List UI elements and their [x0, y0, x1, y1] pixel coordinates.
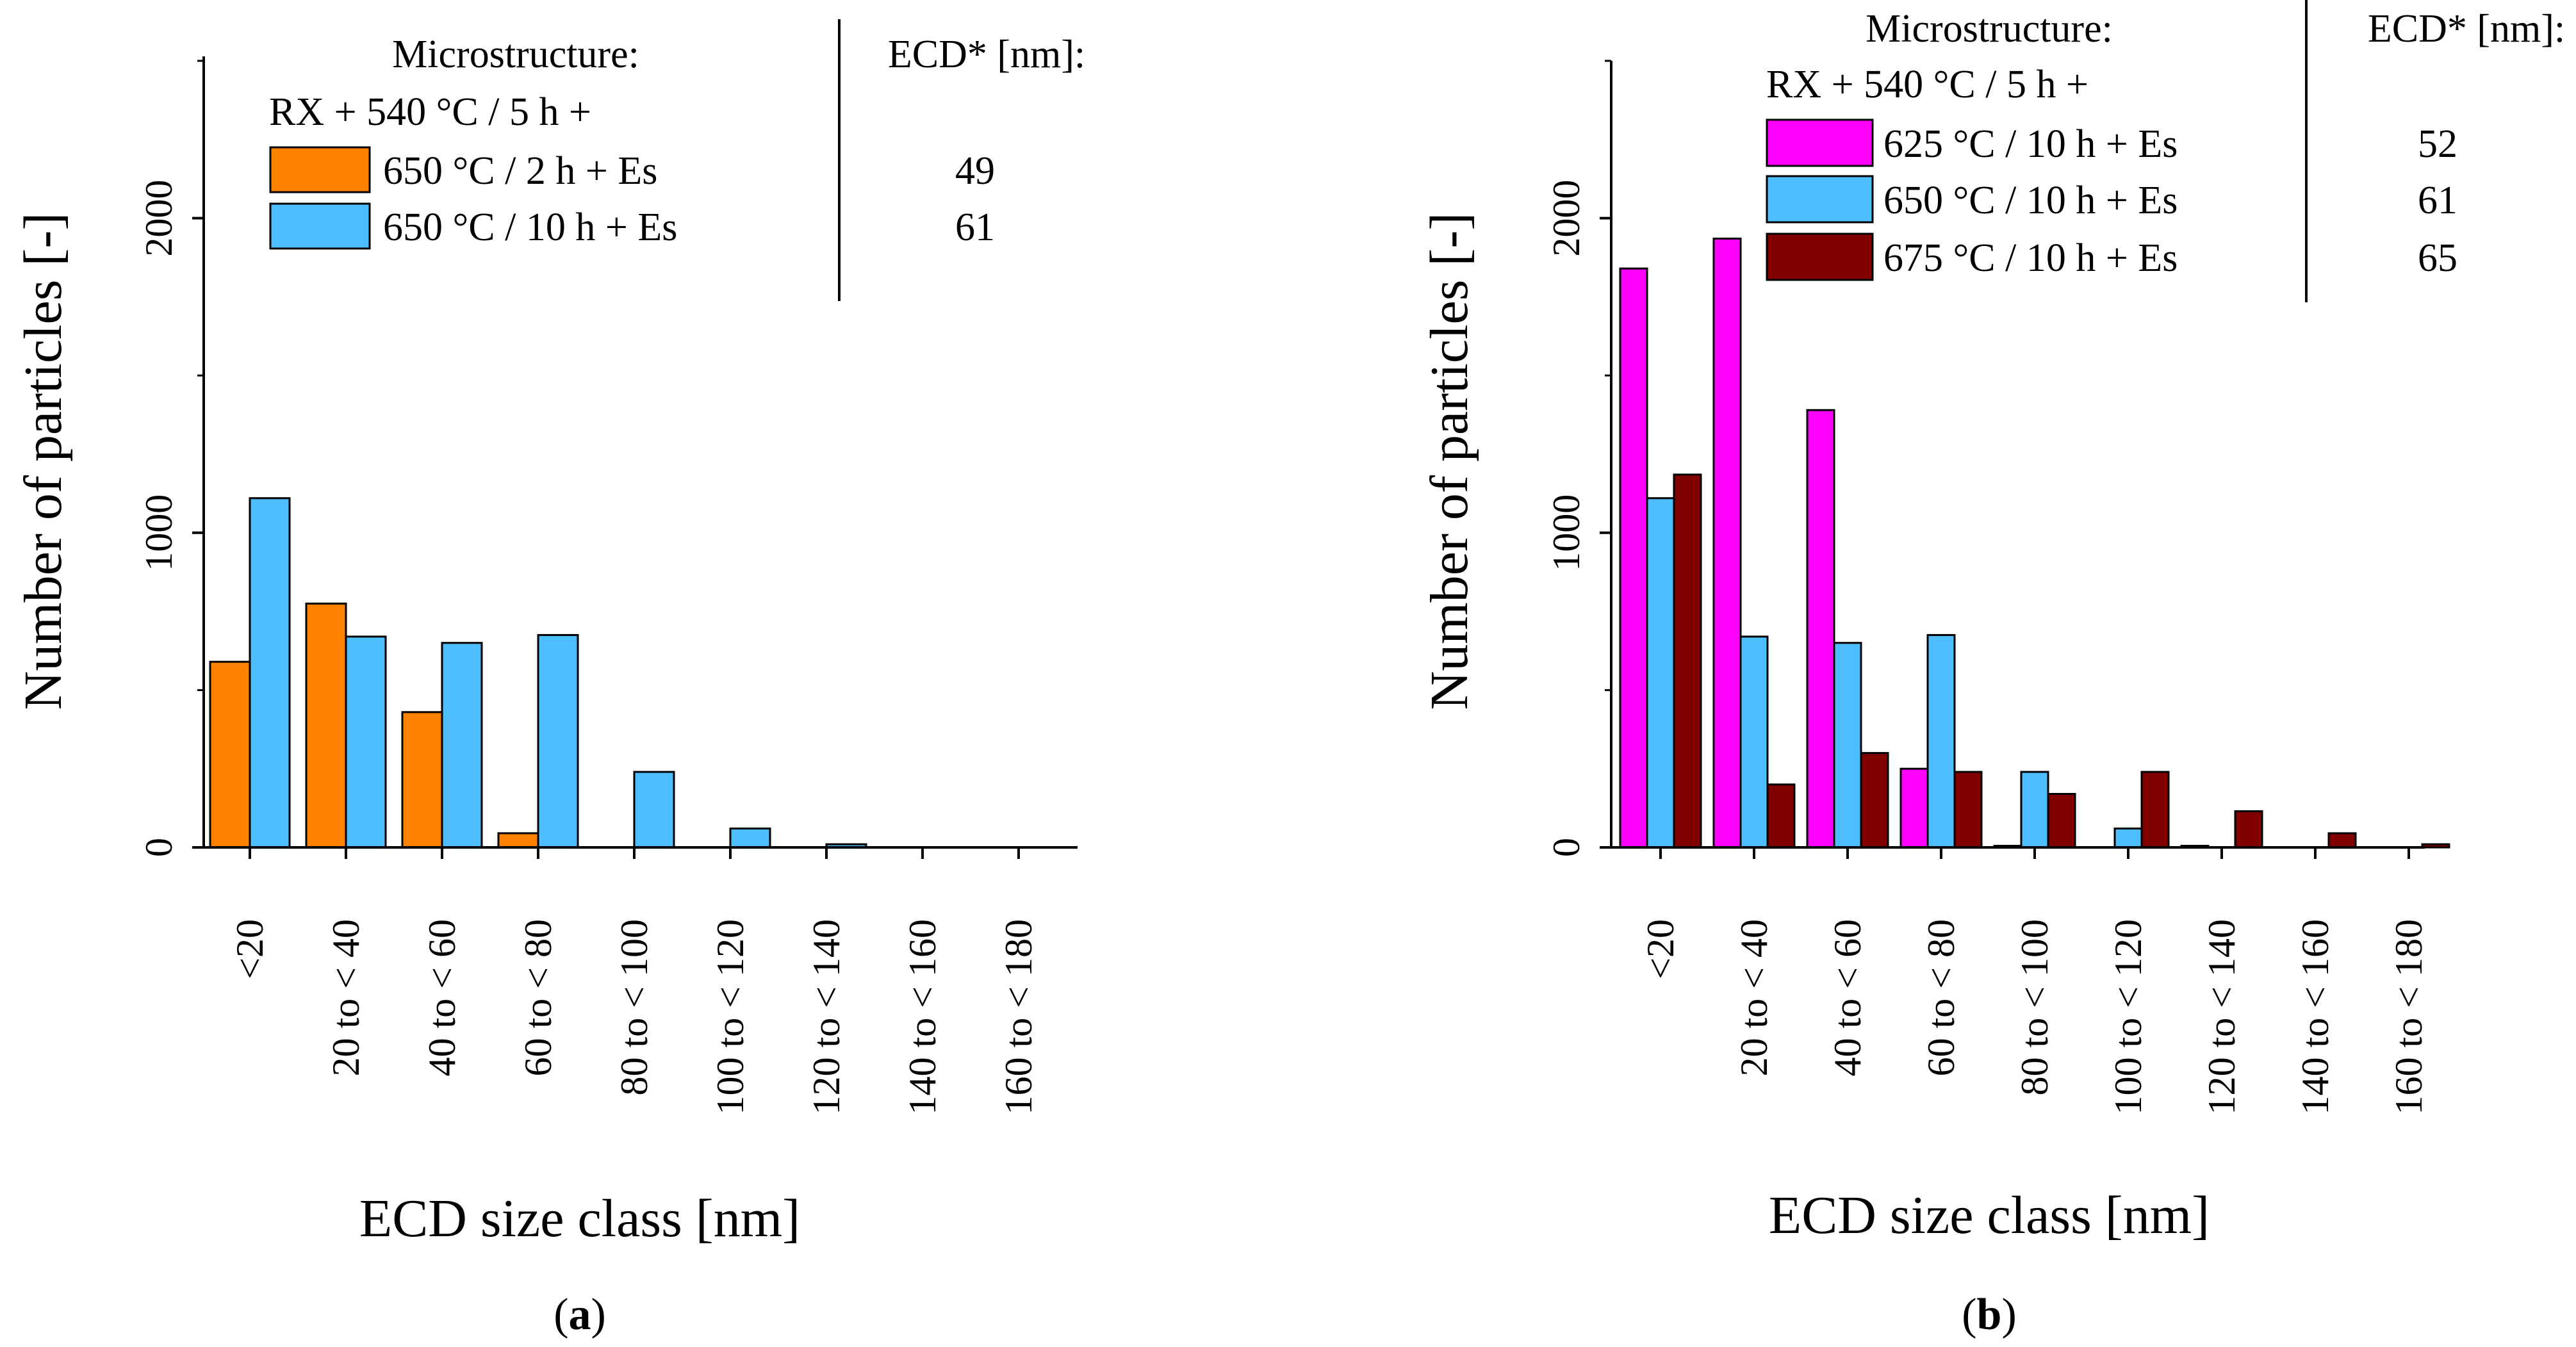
- panel-label-a: (a): [554, 1290, 606, 1339]
- x-tick-label-a-5: 100 to < 120: [709, 919, 751, 1115]
- legend-label-b-1: 650 °C / 10 h + Es: [1883, 179, 2178, 222]
- x-tick-label-a-1: 20 to < 40: [325, 919, 367, 1077]
- y-tick-label-a-1: 1000: [138, 494, 180, 571]
- legend-swatch-a-1: [269, 202, 371, 250]
- bar-b-s2-c8: [2421, 843, 2450, 849]
- panel-letter-a: a: [569, 1290, 591, 1339]
- x-tick-label-a-2: 40 to < 60: [421, 919, 463, 1077]
- bar-b-s2-c4: [2047, 792, 2076, 849]
- bar-b-s0-c3: [1899, 767, 1929, 849]
- x-tick-label-a-8: 160 to < 180: [997, 919, 1040, 1115]
- bar-b-s1-c0: [1646, 497, 1675, 849]
- bar-a-s0-c0: [209, 660, 251, 849]
- y-tick-label-a-2: 2000: [138, 180, 180, 257]
- y-tick-label-b-2: 2000: [1545, 180, 1587, 257]
- bar-b-s2-c2: [1860, 752, 1889, 849]
- chart-panel-b: Number of particles [-] 0 1000 2000 <20 20 …: [1420, 0, 2565, 1339]
- x-tick-label-a-6: 120 to < 140: [805, 919, 848, 1115]
- bar-a-s0-c2: [401, 711, 443, 849]
- legend-swatch-b-1: [1766, 175, 1874, 224]
- bar-b-s0-c0: [1619, 267, 1648, 849]
- bar-b-s2-c0: [1673, 473, 1702, 849]
- legend-swatch-b-0: [1766, 118, 1874, 167]
- x-tick-label-b-7: 140 to < 160: [2294, 919, 2336, 1115]
- bar-b-s0-c1: [1712, 238, 1742, 849]
- legend-header-ecd-b: ECD* [nm]:: [2368, 7, 2565, 51]
- bar-a-s1-c5: [729, 828, 771, 849]
- legend-header-microstructure-b: Microstructure:: [1866, 7, 2113, 51]
- x-tick-label-a-0: <20: [229, 919, 271, 979]
- legend-ecd-b-0: 52: [2418, 122, 2457, 166]
- panel-letter-b: b: [1977, 1290, 2002, 1339]
- bar-b-s1-c5: [2113, 828, 2143, 849]
- x-ticks-b: <20 20 to < 40 40 to < 60 60 to < 80 80 to <…: [1639, 847, 2430, 1115]
- bar-a-s0-c1: [305, 602, 347, 849]
- legend-ecd-a-0: 49: [955, 149, 995, 193]
- legend-label-b-0: 625 °C / 10 h + Es: [1883, 122, 2178, 166]
- x-tick-label-a-7: 140 to < 160: [901, 919, 944, 1115]
- bar-b-s2-c5: [2140, 771, 2170, 849]
- chart-panel-a: Number of particles [-] 0 1000 2000 <20 20 …: [13, 19, 1085, 1339]
- bar-a-s1-c4: [633, 771, 675, 849]
- legend-header-ecd-a: ECD* [nm]:: [888, 33, 1085, 76]
- panel-label-b: (b): [1962, 1290, 2017, 1339]
- y-axis-title-b: Number of particles [-]: [1420, 213, 1479, 710]
- x-tick-label-b-5: 100 to < 120: [2107, 919, 2149, 1115]
- x-tick-label-b-0: <20: [1639, 919, 1682, 979]
- legend-label-a-0: 650 °C / 2 h + Es: [383, 149, 657, 193]
- bars-b: [1619, 238, 2450, 849]
- bar-b-s1-c2: [1833, 642, 1862, 849]
- bar-b-s0-c2: [1806, 409, 1835, 849]
- bar-a-s1-c0: [249, 497, 291, 849]
- bar-b-s2-c7: [2327, 832, 2357, 849]
- bar-b-s2-c1: [1766, 783, 1796, 849]
- legend-prefix-b: RX + 540 °C / 5 h +: [1766, 63, 2088, 106]
- legend-swatch-b-2: [1766, 233, 1874, 281]
- legend-label-b-2: 675 °C / 10 h + Es: [1883, 236, 2178, 280]
- legend-label-a-1: 650 °C / 10 h + Es: [383, 206, 677, 249]
- bars-a: [209, 497, 867, 849]
- x-tick-label-b-8: 160 to < 180: [2388, 919, 2430, 1115]
- x-axis-title-b: ECD size class [nm]: [1769, 1186, 2210, 1245]
- x-ticks-a: <20 20 to < 40 40 to < 60 60 to < 80 80 to <…: [229, 847, 1040, 1115]
- bar-b-s1-c1: [1739, 635, 1769, 849]
- legend-b: Microstructure: ECD* [nm]: RX + 540 °C /…: [1766, 0, 2565, 302]
- legend-ecd-b-1: 61: [2418, 179, 2457, 222]
- x-tick-label-b-6: 120 to < 140: [2201, 919, 2243, 1115]
- legend-ecd-a-1: 61: [955, 206, 995, 249]
- x-tick-label-b-1: 20 to < 40: [1733, 919, 1775, 1077]
- bar-a-s1-c2: [441, 642, 483, 849]
- x-tick-label-b-4: 80 to < 100: [2014, 919, 2056, 1096]
- legend-header-microstructure-a: Microstructure:: [392, 33, 639, 76]
- bar-b-s2-c6: [2234, 810, 2263, 849]
- legend-ecd-b-2: 65: [2418, 236, 2457, 280]
- x-axis-title-a: ECD size class [nm]: [359, 1189, 800, 1248]
- legend-a: Microstructure: ECD* [nm]: RX + 540 °C /…: [269, 19, 1085, 301]
- y-tick-label-b-1: 1000: [1545, 494, 1587, 571]
- y-ticks-b: 0 1000 2000: [1545, 60, 1611, 857]
- y-tick-label-a-0: 0: [138, 838, 180, 857]
- legend-swatch-a-0: [269, 146, 371, 193]
- bar-b-s1-c4: [2020, 771, 2049, 849]
- bar-a-s1-c3: [537, 633, 579, 849]
- bar-a-s1-c1: [345, 635, 387, 849]
- x-tick-label-a-4: 80 to < 100: [613, 919, 655, 1096]
- x-tick-label-b-2: 40 to < 60: [1826, 919, 1869, 1077]
- x-tick-label-a-3: 60 to < 80: [517, 919, 559, 1077]
- x-tick-label-b-3: 60 to < 80: [1920, 919, 1962, 1077]
- bar-b-s1-c3: [1926, 633, 1956, 849]
- y-ticks-a: 0 1000 2000: [138, 60, 204, 857]
- y-axis-title-a: Number of particles [-]: [13, 213, 73, 710]
- bar-b-s2-c3: [1953, 771, 1983, 849]
- legend-prefix-a: RX + 540 °C / 5 h +: [269, 90, 591, 134]
- y-tick-label-b-0: 0: [1545, 838, 1587, 857]
- bar-a-s0-c3: [497, 832, 539, 849]
